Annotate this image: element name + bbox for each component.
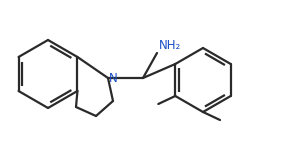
Text: N: N (109, 71, 118, 85)
Text: NH₂: NH₂ (159, 39, 181, 52)
